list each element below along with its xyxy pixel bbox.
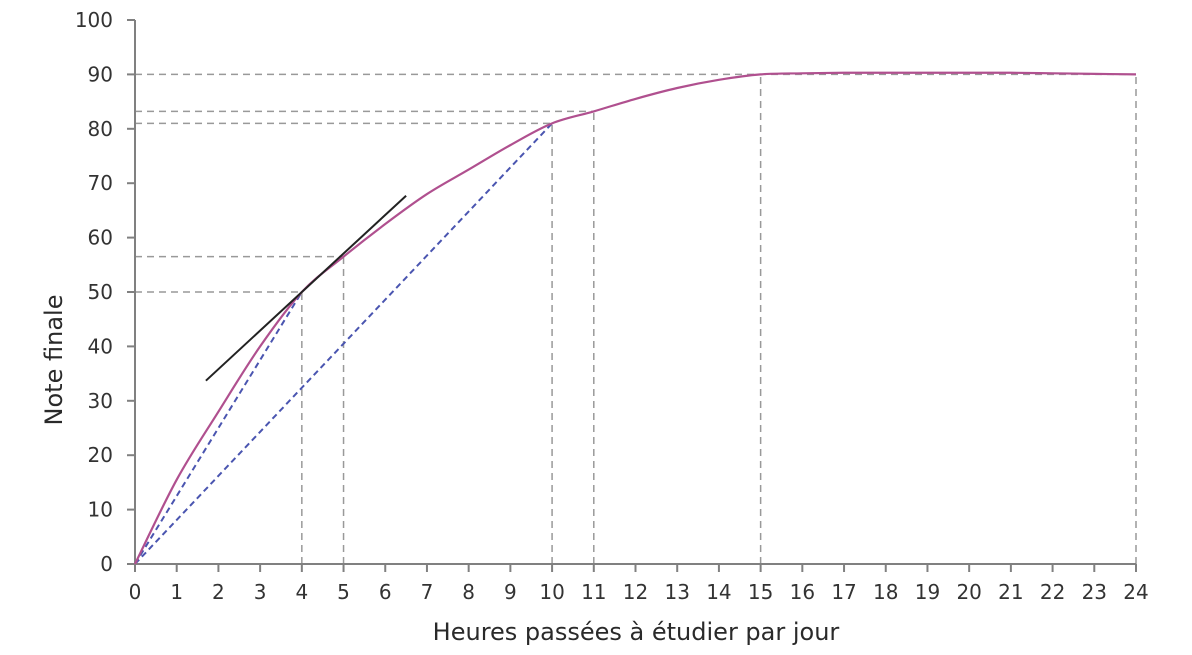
y-tick-label: 90 [88,62,113,86]
x-tick-label: 21 [998,580,1023,604]
y-tick-label: 50 [88,280,113,304]
y-tick-label: 20 [88,443,113,467]
y-axis-title: Note finale [40,295,68,426]
y-tick-label: 0 [100,552,113,576]
secant-line [134,122,553,565]
x-ticks: 0 1 2 3 4 5 6 7 8 9 10 11 12 13 14 15 16 17 18 19 20 21 22 23 24 [129,564,1149,604]
x-tick-label: 23 [1082,580,1107,604]
x-tick-label: 15 [748,580,773,604]
x-tick-label: 2 [212,580,225,604]
x-tick-label: 17 [831,580,856,604]
x-tick-label: 4 [295,580,308,604]
y-tick-label: 60 [88,226,113,250]
x-tick-label: 22 [1040,580,1065,604]
y-tick-label: 30 [88,389,113,413]
x-axis-title: Heures passées à étudier par jour [433,618,840,646]
x-tick-label: 6 [379,580,392,604]
y-tick-label: 80 [88,117,113,141]
secant-lines [134,122,553,565]
x-tick-label: 11 [581,580,606,604]
x-tick-label: 8 [462,580,475,604]
y-tick-label: 10 [88,498,113,522]
x-tick-label: 16 [790,580,815,604]
x-tick-label: 19 [915,580,940,604]
x-tick-label: 9 [504,580,517,604]
x-tick-label: 20 [956,580,981,604]
y-tick-label: 100 [75,8,113,32]
production-curve [134,71,1137,565]
x-tick-label: 5 [337,580,350,604]
x-tick-label: 1 [170,580,183,604]
x-tick-label: 7 [421,580,434,604]
x-tick-label: 18 [873,580,898,604]
x-tick-label: 24 [1123,580,1148,604]
x-tick-label: 13 [664,580,689,604]
reference-lines [135,73,1137,564]
y-ticks: 0 10 20 30 40 50 60 70 80 90 100 [75,8,135,576]
y-tick-label: 70 [88,171,113,195]
x-tick-label: 12 [623,580,648,604]
x-tick-label: 14 [706,580,731,604]
x-tick-label: 0 [129,580,142,604]
y-tick-label: 40 [88,334,113,358]
x-tick-label: 3 [254,580,267,604]
x-tick-label: 10 [539,580,564,604]
secant-line [134,291,303,565]
tangent-line [205,194,407,382]
